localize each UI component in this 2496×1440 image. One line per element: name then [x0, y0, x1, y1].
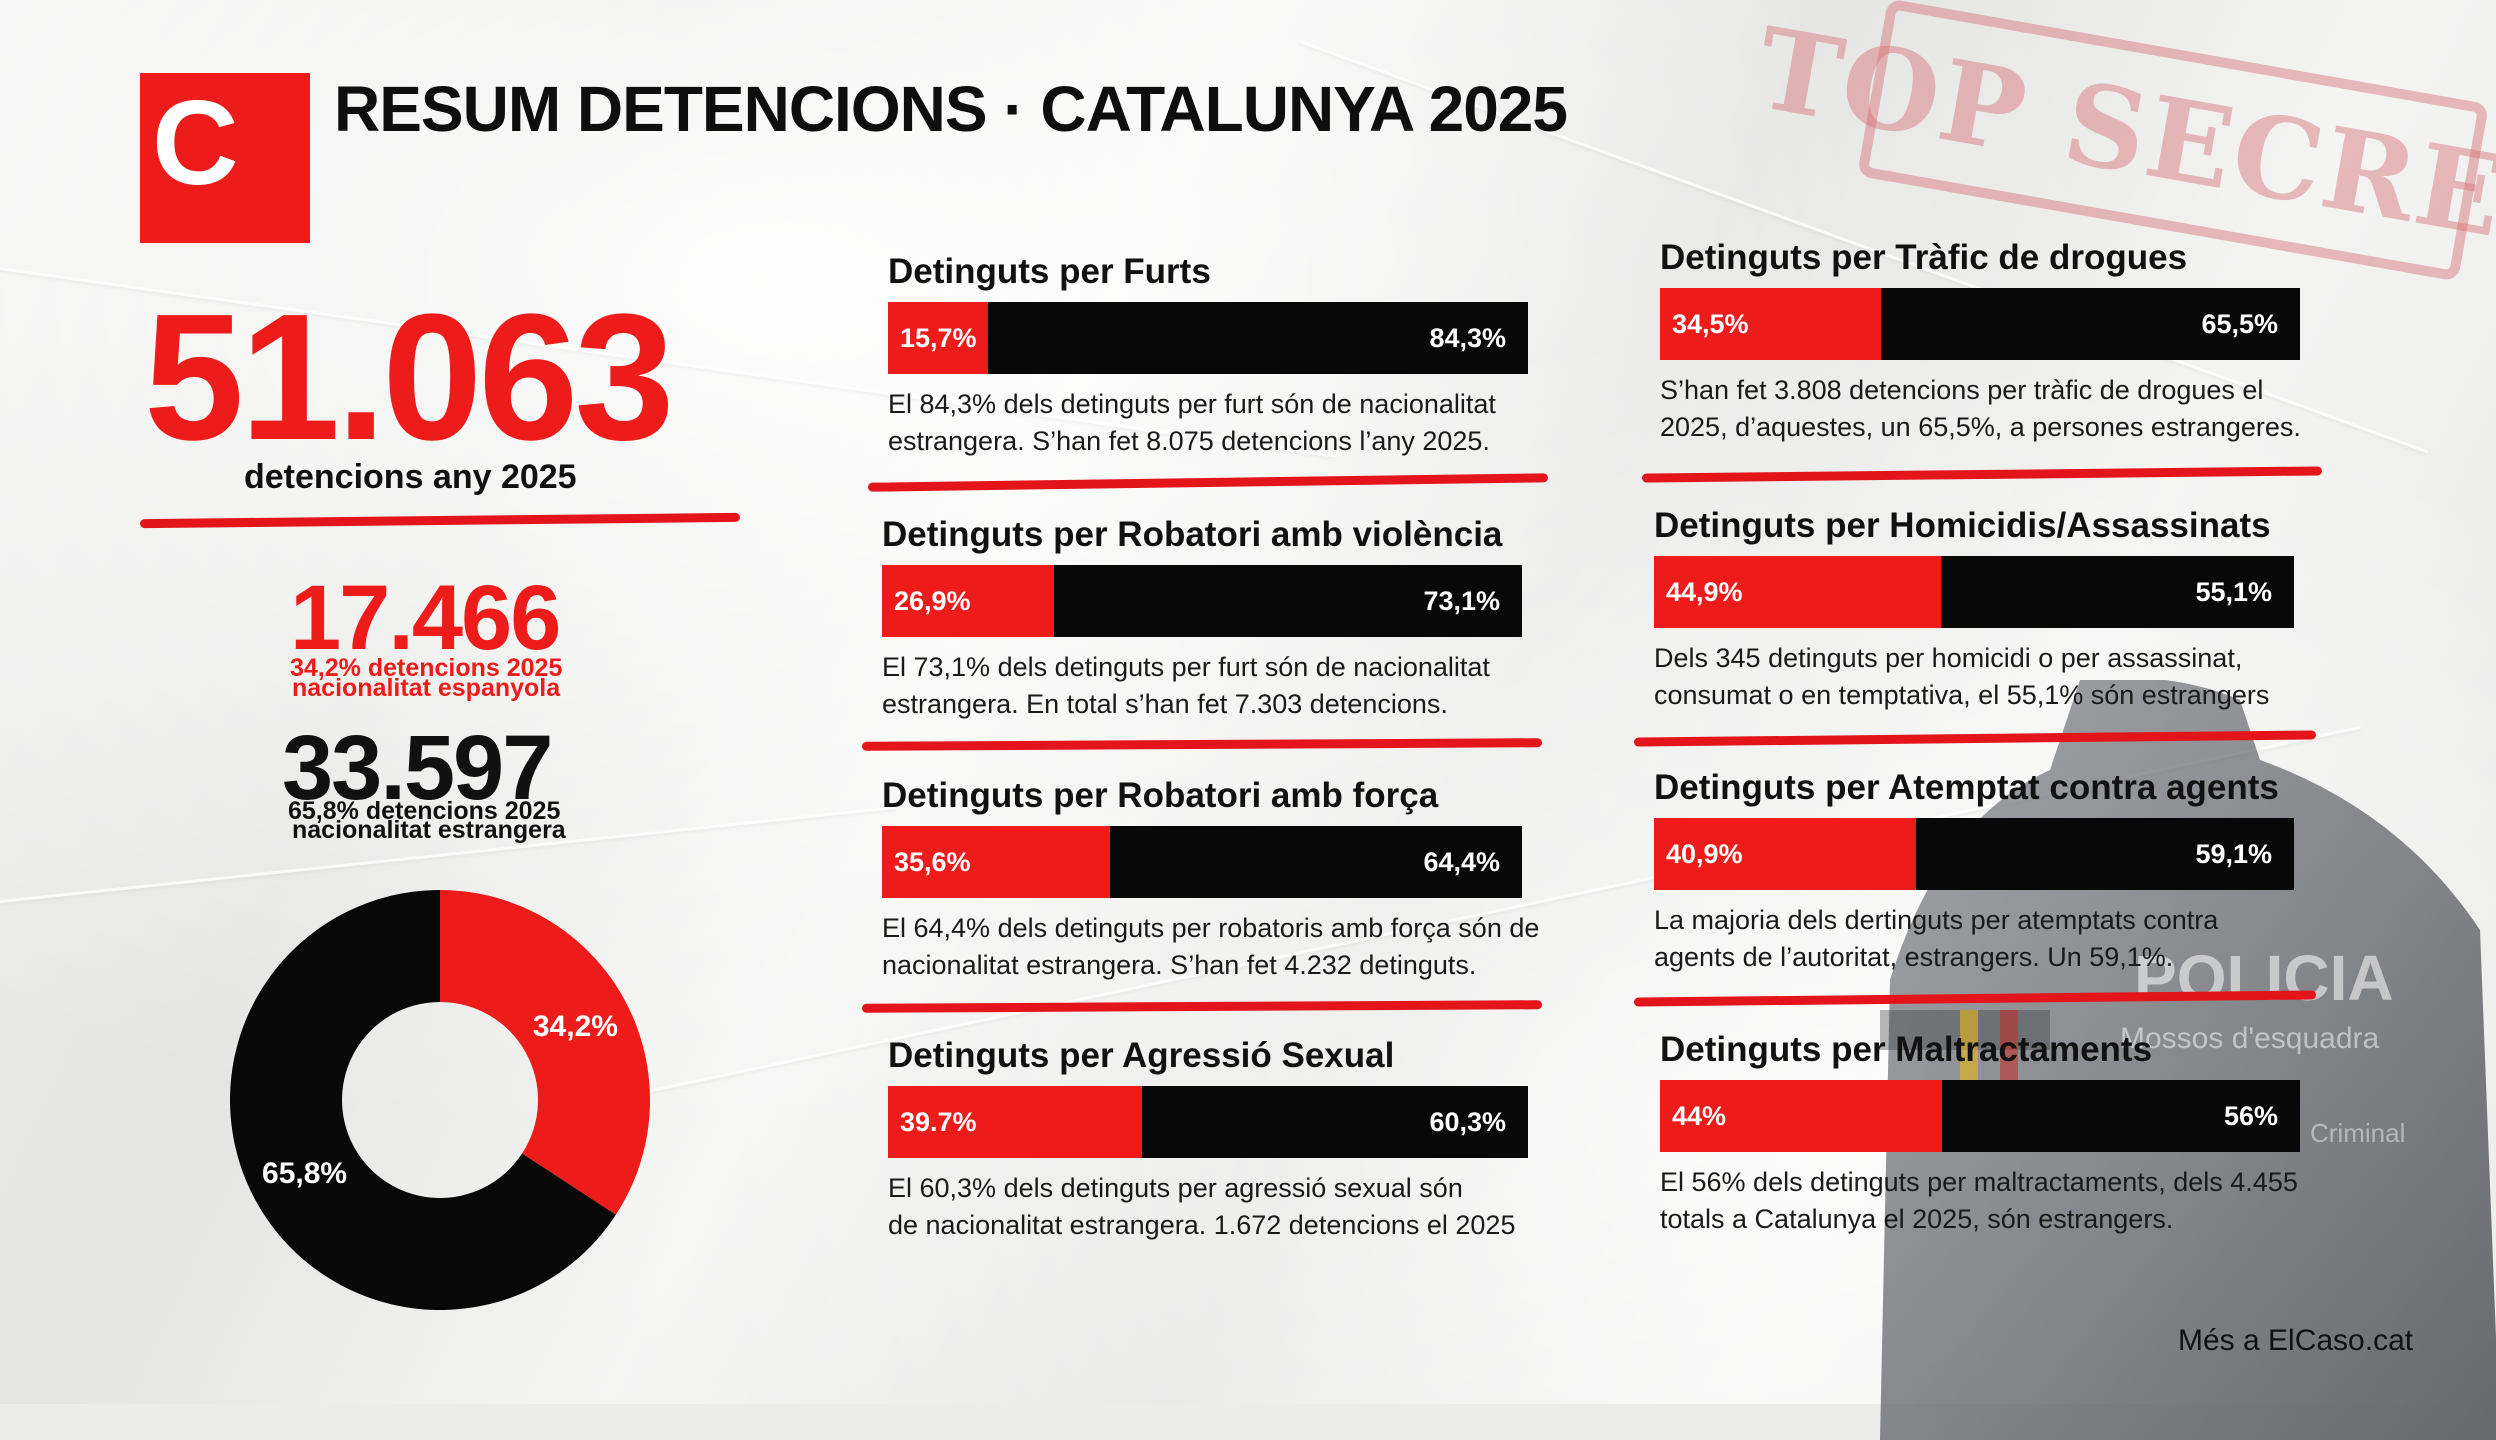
- bar-label-foreign: 64,4%: [1423, 847, 1500, 877]
- spanish-detentions-percent: 34,2% detencions 2025: [290, 654, 563, 682]
- donut-label-foreign: 65,8%: [262, 1157, 347, 1190]
- bar-segment-spanish: 34,5%: [1660, 288, 1881, 360]
- bar-segment-spanish: 40,9%: [1654, 818, 1916, 890]
- category-agressio-sexual: Detinguts per Agressió Sexual 39.7% 60,3…: [888, 1036, 1548, 1244]
- category-homicidis: Detinguts per Homicidis/Assassinats 44,9…: [1654, 506, 2314, 714]
- foreign-detentions-label: nacionalitat estrangera: [292, 816, 566, 844]
- category-description-line: consumat o en temptativa, el 55,1% són e…: [1654, 680, 2270, 710]
- category-bar: 39.7% 60,3%: [888, 1086, 1528, 1158]
- category-description: El 73,1% dels detinguts per furt són de …: [882, 649, 1582, 723]
- category-description-line: La majoria dels dertinguts per atemptats…: [1654, 905, 2219, 935]
- donut-slice-spanish: [440, 890, 650, 1215]
- bar-label-spanish: 26,9%: [894, 586, 971, 616]
- bar-segment-spanish: 39.7%: [888, 1086, 1143, 1158]
- category-description-line: agents de l’autoritat, estrangers. Un 59…: [1654, 942, 2174, 972]
- officer-patch-subtitle: Mossos d'esquadra: [2120, 1022, 2380, 1055]
- bar-label-foreign: 84,3%: [1429, 323, 1506, 353]
- category-title: Detinguts per Tràfic de drogues: [1660, 238, 2188, 277]
- bar-label-foreign: 59,1%: [2195, 839, 2272, 869]
- bar-label-foreign: 56%: [2223, 1101, 2278, 1131]
- bar-label-spanish: 15,7%: [900, 323, 977, 353]
- bar-segment-spanish: 44,9%: [1654, 556, 1942, 628]
- foreign-detentions-number: 33.597: [282, 717, 553, 819]
- category-description-line: El 60,3% dels detinguts per agressió sex…: [888, 1173, 1463, 1203]
- total-detentions-label: detencions any 2025: [244, 458, 577, 496]
- source-link[interactable]: Més a ElCaso.cat: [2178, 1324, 2414, 1357]
- category-furts: Detinguts per Furts 15,7% 84,3% El 84,3%…: [888, 252, 1548, 460]
- category-description-line: S’han fet 3.808 detencions per tràfic de…: [1660, 375, 2264, 405]
- category-description-line: totals a Catalunya el 2025, són estrange…: [1660, 1204, 2174, 1234]
- bar-segment-spanish: 26,9%: [882, 565, 1055, 637]
- donut-slice-foreign: [229, 890, 616, 1310]
- category-bar: 35,6% 64,4%: [882, 826, 1522, 898]
- bar-segment-spanish: 15,7%: [888, 302, 989, 374]
- bar-segment-spanish: 44%: [1660, 1080, 1942, 1152]
- nationality-donut-chart: 34,2% 65,8%: [229, 890, 650, 1310]
- category-description: S’han fet 3.808 detencions per tràfic de…: [1660, 372, 2360, 446]
- bar-label-spanish: 39.7%: [900, 1107, 977, 1137]
- category-title: Detinguts per Homicidis/Assassinats: [1654, 506, 2271, 545]
- officer-patch-unit: Criminal: [2310, 1118, 2405, 1148]
- category-title: Detinguts per Maltractaments: [1660, 1030, 2153, 1069]
- category-bar: 15,7% 84,3%: [888, 302, 1528, 374]
- category-bar: 34,5% 65,5%: [1660, 288, 2300, 360]
- total-detentions-number: 51.063: [144, 277, 675, 478]
- donut-label-spanish: 34,2%: [533, 1010, 618, 1043]
- category-robatori-forca: Detinguts per Robatori amb força 35,6% 6…: [882, 776, 1542, 984]
- category-bar: 44,9% 55,1%: [1654, 556, 2294, 628]
- category-description: El 84,3% dels detinguts per furt són de …: [888, 386, 1588, 460]
- category-robatori-violencia: Detinguts per Robatori amb violència 26,…: [882, 515, 1542, 723]
- bar-label-spanish: 40,9%: [1666, 839, 1743, 869]
- foreign-detentions-percent: 65,8% detencions 2025: [288, 797, 561, 825]
- category-description: La majoria dels dertinguts per atemptats…: [1654, 902, 2354, 976]
- category-maltractaments: Detinguts per Maltractaments 44% 56% El …: [1660, 1030, 2320, 1238]
- elcaso-logo: C: [140, 73, 310, 243]
- bar-label-spanish: 35,6%: [894, 847, 971, 877]
- category-trafic-drogues: Detinguts per Tràfic de drogues 34,5% 65…: [1660, 238, 2320, 446]
- spanish-detentions-label: nacionalitat espanyola: [292, 674, 561, 702]
- bar-segment-spanish: 35,6%: [882, 826, 1110, 898]
- category-description: Dels 345 detinguts per homicidi o per as…: [1654, 640, 2354, 714]
- category-description-line: estrangera. S’han fet 8.075 detencions l…: [888, 426, 1490, 456]
- bar-label-foreign: 60,3%: [1429, 1107, 1506, 1137]
- category-bar: 40,9% 59,1%: [1654, 818, 2294, 890]
- category-bar: 44% 56%: [1660, 1080, 2300, 1152]
- category-description: El 60,3% dels detinguts per agressió sex…: [888, 1170, 1588, 1244]
- category-atemptat-agents: Detinguts per Atemptat contra agents 40,…: [1654, 768, 2314, 976]
- bar-label-foreign: 55,1%: [2195, 577, 2272, 607]
- category-description: El 64,4% dels detinguts per robatoris am…: [882, 910, 1582, 984]
- category-title: Detinguts per Robatori amb violència: [882, 515, 1503, 554]
- category-description-line: El 84,3% dels detinguts per furt són de …: [888, 389, 1496, 419]
- category-description-line: El 56% dels detinguts per maltractaments…: [1660, 1167, 2298, 1197]
- category-title: Detinguts per Furts: [888, 252, 1211, 291]
- category-description-line: estrangera. En total s’han fet 7.303 det…: [882, 689, 1448, 719]
- officer-patch-title: POLICIA: [2134, 942, 2394, 1014]
- category-title: Detinguts per Atemptat contra agents: [1654, 768, 2279, 807]
- bar-label-spanish: 44%: [1672, 1101, 1727, 1131]
- category-description-line: El 73,1% dels detinguts per furt són de …: [882, 652, 1490, 682]
- category-description-line: 2025, d’aquestes, un 65,5%, a persones e…: [1660, 412, 2301, 442]
- category-description-line: nacionalitat estrangera. S’han fet 4.232…: [882, 950, 1477, 980]
- bar-label-spanish: 34,5%: [1672, 309, 1749, 339]
- bar-label-foreign: 73,1%: [1423, 586, 1500, 616]
- category-description-line: Dels 345 detinguts per homicidi o per as…: [1654, 643, 2243, 673]
- category-description-line: El 64,4% dels detinguts per robatoris am…: [882, 913, 1540, 943]
- page-title: RESUM DETENCIONS · CATALUNYA 2025: [334, 73, 1568, 145]
- logo-letter: C: [152, 76, 239, 210]
- bar-label-spanish: 44,9%: [1666, 577, 1743, 607]
- category-description: El 56% dels detinguts per maltractaments…: [1660, 1164, 2360, 1238]
- category-title: Detinguts per Agressió Sexual: [888, 1036, 1395, 1075]
- bar-label-foreign: 65,5%: [2201, 309, 2278, 339]
- category-description-line: de nacionalitat estrangera. 1.672 detenc…: [888, 1210, 1516, 1240]
- category-bar: 26,9% 73,1%: [882, 565, 1522, 637]
- category-title: Detinguts per Robatori amb força: [882, 776, 1439, 815]
- spanish-detentions-number: 17.466: [290, 567, 561, 669]
